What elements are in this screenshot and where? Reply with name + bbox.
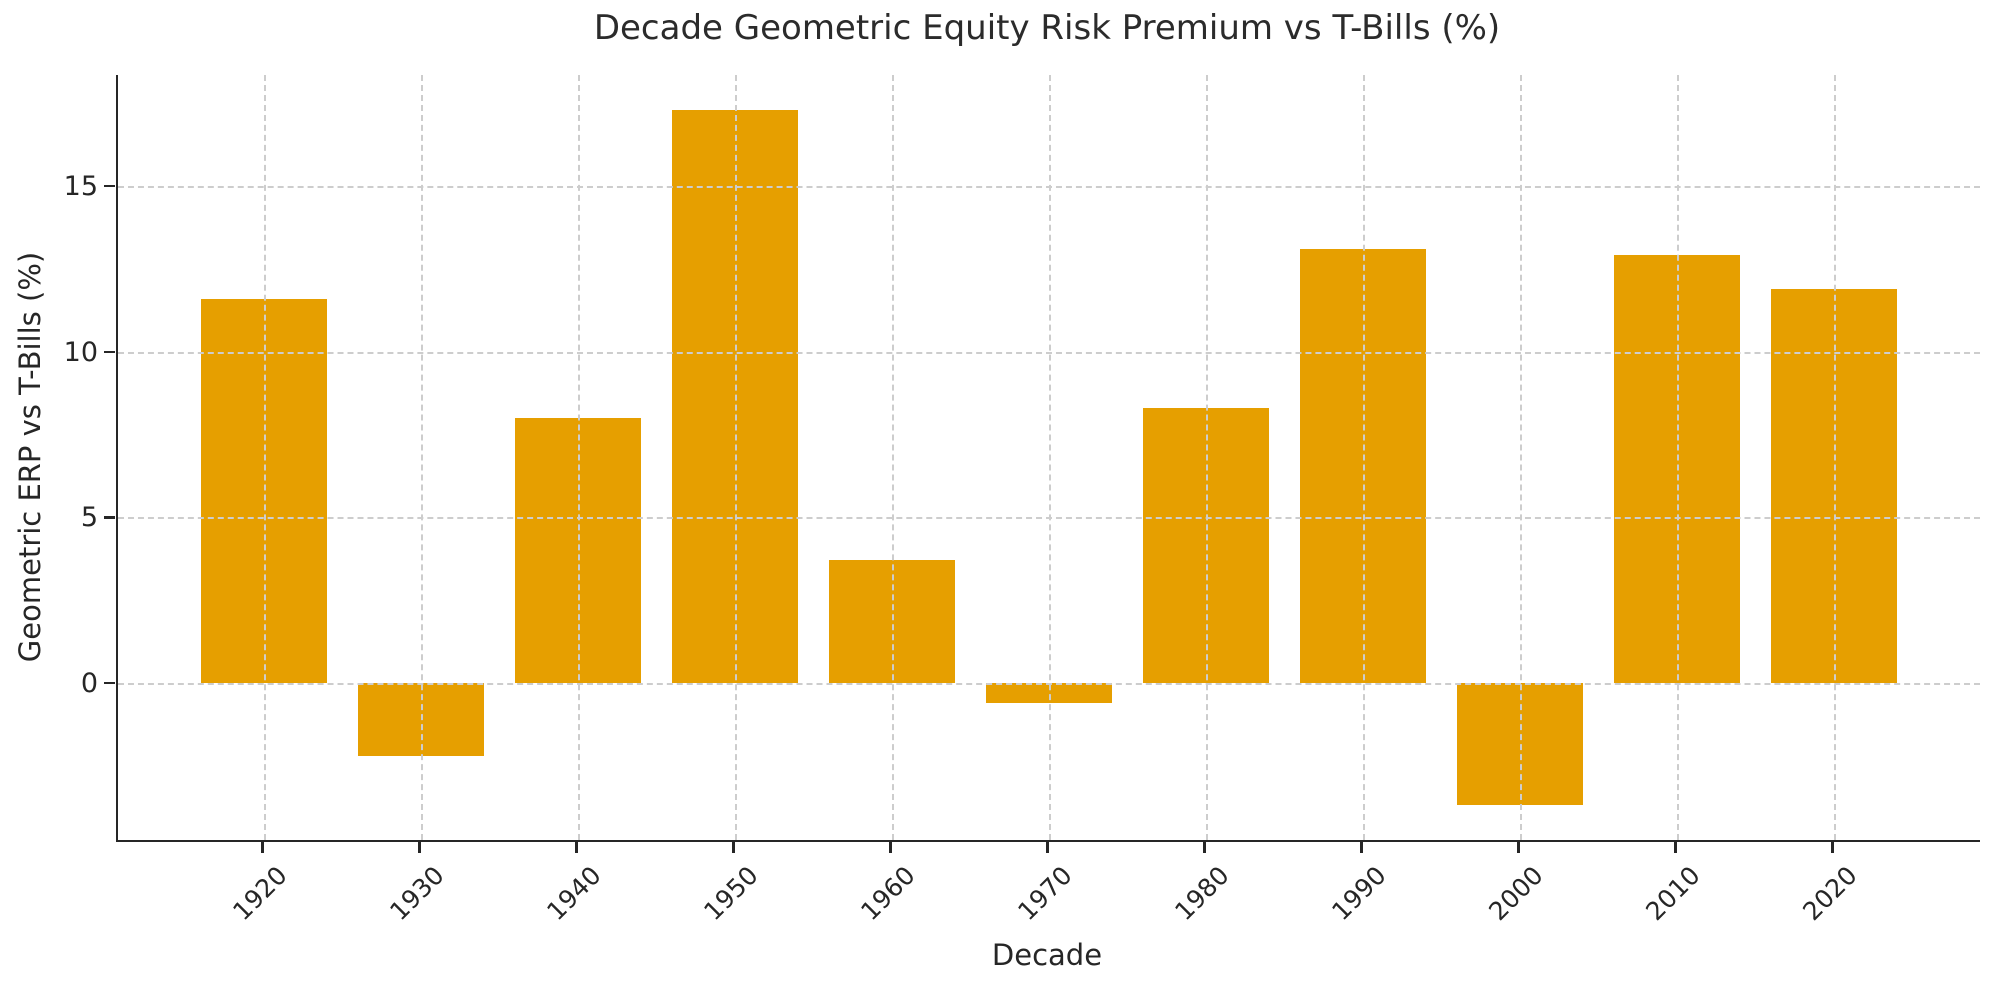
x-tick-label-1970: 1970 [1012, 860, 1079, 927]
bar-1950 [672, 109, 798, 683]
bar-1990 [1300, 248, 1426, 683]
y-tick-label-0: 0 [80, 667, 98, 699]
bar-1970 [986, 682, 1112, 703]
x-tick-label-1920: 1920 [227, 860, 294, 927]
chart-title: Decade Geometric Equity Risk Premium vs … [593, 8, 1501, 48]
y-tick-mark-10 [104, 350, 115, 354]
x-tick-mark-1940 [575, 842, 578, 853]
bar-1920 [201, 298, 327, 683]
gridline-x-1970 [1049, 75, 1051, 840]
bar-1980 [1143, 407, 1269, 683]
x-tick-mark-1960 [889, 842, 892, 853]
x-tick-mark-1990 [1360, 842, 1363, 853]
x-tick-mark-1920 [261, 842, 264, 853]
x-tick-label-1990: 1990 [1326, 860, 1393, 927]
x-tick-label-2010: 2010 [1640, 860, 1707, 927]
x-tick-mark-2010 [1674, 842, 1677, 853]
y-tick-label-10: 10 [63, 336, 98, 368]
x-tick-label-1940: 1940 [541, 860, 608, 927]
bar-2020 [1771, 288, 1897, 683]
x-tick-mark-2000 [1517, 842, 1520, 853]
bar-2000 [1457, 682, 1583, 806]
bar-2010 [1614, 255, 1740, 683]
bar-1960 [829, 560, 955, 683]
y-tick-label-5: 5 [80, 502, 98, 534]
x-tick-label-1960: 1960 [855, 860, 922, 927]
bar-1940 [515, 417, 641, 683]
gridline-y-15 [118, 185, 1980, 188]
x-tick-label-1950: 1950 [698, 860, 765, 927]
y-tick-mark-15 [104, 184, 115, 188]
x-tick-mark-1970 [1046, 842, 1049, 853]
x-tick-label-1980: 1980 [1169, 860, 1236, 927]
y-tick-mark-0 [104, 681, 115, 685]
y-axis-label: Geometric ERP vs T-Bills (%) [13, 251, 47, 663]
x-tick-mark-1980 [1203, 842, 1206, 853]
gridline-x-1960 [892, 75, 894, 840]
x-axis-label: Decade [991, 938, 1103, 972]
x-tick-label-2020: 2020 [1797, 860, 1864, 927]
x-tick-label-1930: 1930 [384, 860, 451, 927]
bar-1930 [358, 682, 484, 756]
x-tick-mark-1930 [418, 842, 421, 853]
x-tick-mark-2020 [1831, 842, 1834, 853]
y-tick-label-15: 15 [63, 170, 98, 202]
x-tick-mark-1950 [732, 842, 735, 853]
y-tick-mark-5 [104, 516, 115, 519]
x-tick-label-2000: 2000 [1483, 860, 1550, 927]
plot-area [116, 75, 1980, 842]
